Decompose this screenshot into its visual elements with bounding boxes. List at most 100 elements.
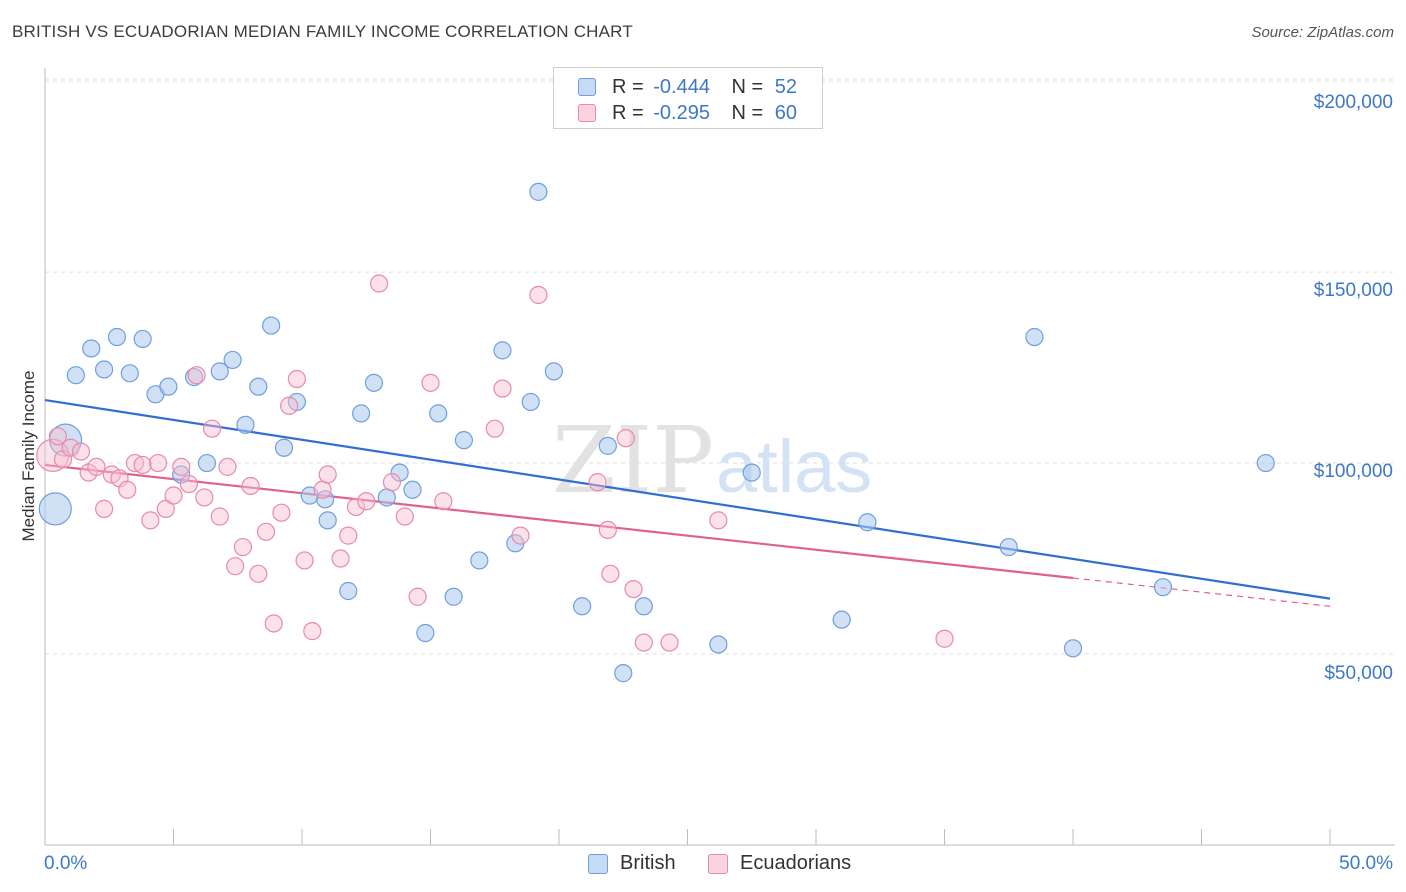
british-n-value: 52 — [774, 76, 798, 98]
british-point-3 — [82, 339, 101, 358]
british-point-37 — [529, 182, 548, 201]
ecuadorian-point-22 — [210, 507, 229, 526]
ecuadorian-point-16 — [164, 486, 183, 505]
ecuadorian-point-7 — [95, 499, 114, 518]
british-point-26 — [377, 488, 396, 507]
british-point-25 — [364, 373, 384, 392]
ecuadorian-point-0 — [36, 438, 70, 473]
british-point-17 — [262, 316, 281, 335]
british-point-42 — [634, 597, 653, 616]
ecuadorian-point-56 — [660, 633, 679, 652]
ecuadorian-point-28 — [256, 522, 276, 541]
ecuadorians-n-label: N = — [731, 102, 764, 124]
bottom-british-swatch — [588, 854, 608, 874]
ecuadorian-point-57 — [709, 511, 728, 530]
ecuadorian-point-14 — [148, 453, 168, 473]
british-point-34 — [493, 341, 512, 360]
british-point-11 — [184, 368, 204, 387]
british-point-41 — [614, 664, 633, 683]
british-point-13 — [210, 362, 229, 381]
watermark-zip: ZIP — [552, 407, 714, 514]
ecuadorian-point-33 — [295, 551, 314, 570]
british-r-value: -0.444 — [653, 76, 710, 98]
british-point-24 — [352, 404, 371, 423]
y-tick-label-3: $200,000 — [1314, 92, 1393, 113]
british-point-38 — [544, 362, 563, 381]
ecuadorian-point-27 — [249, 564, 268, 583]
british-point-49 — [1063, 639, 1083, 658]
ecuadorian-point-32 — [287, 369, 306, 389]
ecuadorian-point-47 — [485, 419, 504, 438]
trend-lines — [44, 398, 1331, 607]
ecuadorian-point-39 — [346, 497, 366, 517]
ecuadorian-point-12 — [133, 455, 152, 475]
ecuadorian-point-4 — [71, 442, 91, 461]
axes — [44, 68, 1395, 846]
ecuadorian-point-54 — [624, 579, 643, 599]
ecuadorian-point-45 — [421, 373, 440, 392]
ecuadorian-point-13 — [141, 511, 160, 530]
british-point-36 — [521, 392, 540, 412]
ecuadorian-point-23 — [218, 457, 237, 476]
british-point-48 — [1025, 327, 1044, 347]
ecuadorians-swatch — [578, 104, 596, 122]
british-trend-line — [44, 398, 1331, 600]
british-r-label: R = — [612, 76, 644, 98]
ecuadorian-point-48 — [493, 379, 512, 398]
british-n-label: N = — [731, 76, 764, 98]
british-point-1 — [38, 492, 72, 526]
y-tick-label-1: $100,000 — [1314, 461, 1393, 482]
y-tick-label-0: $50,000 — [1324, 663, 1393, 684]
ecuadorian-point-36 — [318, 465, 337, 484]
british-point-4 — [95, 360, 114, 379]
ecuadorian-point-19 — [187, 366, 206, 385]
british-point-5 — [107, 327, 127, 347]
watermark-atlas: atlas — [716, 425, 872, 508]
ecuadorian-point-20 — [195, 488, 214, 507]
british-point-18 — [274, 438, 294, 457]
british-point-14 — [223, 350, 242, 370]
british-point-40 — [598, 436, 617, 455]
british-point-33 — [470, 551, 489, 570]
british-point-32 — [454, 431, 474, 450]
ecuadorian-point-58 — [935, 629, 954, 648]
british-point-31 — [444, 587, 463, 606]
ecuadorian-point-26 — [241, 476, 260, 496]
ecuadorian-point-41 — [370, 274, 389, 293]
tick-labels: $50,000 $100,000 $150,000 $200,000 0.0% 50.0% — [44, 92, 1393, 874]
british-point-7 — [133, 329, 152, 349]
ecuadorian-point-42 — [382, 473, 402, 492]
ecuadorian-point-10 — [118, 480, 137, 499]
ecuadorian-point-50 — [529, 285, 548, 305]
chart-source: Source: ZipAtlas.com — [1251, 24, 1394, 41]
ecuadorian-point-34 — [303, 622, 322, 641]
ecuadorian-point-55 — [634, 633, 653, 652]
ecuadorian-point-21 — [202, 419, 222, 438]
british-point-47 — [999, 537, 1018, 557]
british-point-39 — [573, 597, 592, 616]
ecuadorian-point-51 — [588, 473, 607, 492]
british-point-46 — [858, 513, 877, 532]
ecuadorian-trend-line — [44, 463, 1074, 580]
ecuadorian-point-46 — [434, 492, 453, 511]
ecuadorians-r-value: -0.295 — [653, 102, 710, 124]
x-tick-label-min: 0.0% — [44, 853, 87, 874]
ecuadorian-point-6 — [87, 457, 106, 476]
ecuadorian-point-25 — [233, 537, 252, 557]
british-point-27 — [390, 463, 409, 482]
british-point-30 — [429, 404, 448, 423]
ecuadorian-point-52 — [601, 564, 620, 583]
ecuadorian-point-17 — [172, 457, 191, 476]
data-points — [36, 182, 1275, 683]
ecuadorian-point-29 — [264, 614, 283, 633]
british-point-28 — [403, 480, 422, 499]
chart-title: BRITISH VS ECUADORIAN MEDIAN FAMILY INCO… — [12, 22, 633, 41]
british-point-45 — [832, 610, 851, 629]
ecuadorians-r-label: R = — [612, 102, 644, 124]
y-axis-label: Median Family Income — [19, 370, 38, 541]
ecuadorian-point-43 — [395, 507, 414, 526]
ecuadorian-point-1 — [48, 427, 67, 446]
bottom-ecuadorians-label: Ecuadorians — [740, 852, 852, 874]
british-point-6 — [120, 364, 139, 383]
